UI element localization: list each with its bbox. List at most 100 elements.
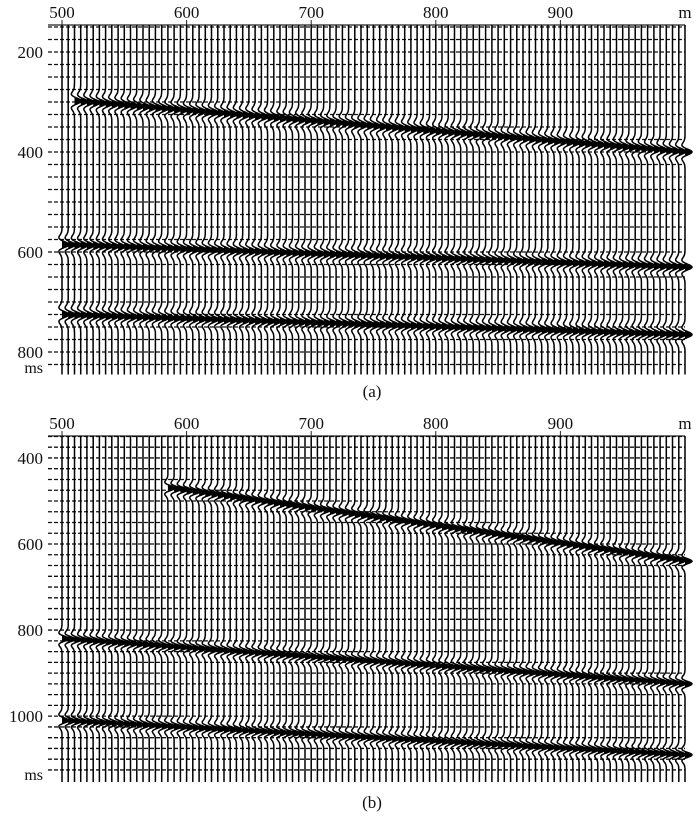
trace-wiggle <box>375 25 388 375</box>
trace-wiggle <box>419 25 432 375</box>
trace <box>164 436 176 782</box>
trace <box>662 25 675 375</box>
trace-wiggle <box>431 25 444 375</box>
trace-wiggle <box>500 25 513 375</box>
trace <box>419 25 432 375</box>
trace <box>232 25 245 375</box>
trace-wiggle <box>319 25 332 375</box>
trace <box>363 25 376 375</box>
caption-b: (b) <box>362 793 382 812</box>
trace-wiggle <box>58 436 70 782</box>
trace <box>157 25 170 375</box>
trace <box>562 25 575 375</box>
trace <box>662 436 675 782</box>
trace <box>182 436 195 782</box>
trace <box>213 25 226 375</box>
trace-wiggle <box>593 25 606 375</box>
trace-wiggle <box>64 25 77 375</box>
trace-wiggle <box>519 436 531 782</box>
trace-wiggle <box>164 25 176 375</box>
trace-wiggle <box>662 25 675 375</box>
trace-positive-fill <box>205 25 213 375</box>
trace-positive-fill <box>280 436 287 782</box>
trace <box>587 436 600 782</box>
trace-wiggle <box>469 25 482 375</box>
x-tick-label: 700 <box>298 414 324 433</box>
x-tick-label: 500 <box>49 414 75 433</box>
trace-wiggle <box>525 25 538 375</box>
trace <box>444 25 457 375</box>
y-tick-label: 200 <box>18 43 44 62</box>
trace <box>151 436 164 782</box>
trace-wiggle <box>357 436 369 782</box>
trace-wiggle <box>95 436 108 782</box>
trace-wiggle <box>544 25 556 375</box>
trace-positive-fill <box>292 436 300 782</box>
trace-positive-fill <box>566 436 574 782</box>
trace-positive-fill <box>186 25 194 375</box>
trace <box>313 436 326 782</box>
trace-wiggle <box>681 25 693 375</box>
trace <box>245 436 257 782</box>
trace-positive-fill <box>286 436 294 782</box>
trace-positive-fill <box>410 436 418 782</box>
trace-wiggle <box>587 436 600 782</box>
trace <box>257 25 270 375</box>
trace <box>450 436 463 782</box>
trace-wiggle <box>425 25 438 375</box>
trace <box>263 25 276 375</box>
trace <box>319 436 332 782</box>
trace-wiggle <box>438 436 450 782</box>
trace-wiggle <box>487 436 500 782</box>
trace <box>506 436 519 782</box>
trace <box>600 436 612 782</box>
trace-wiggle <box>668 25 681 375</box>
trace <box>568 25 581 375</box>
trace-wiggle <box>413 436 425 782</box>
trace <box>207 25 220 375</box>
trace-wiggle <box>537 436 550 782</box>
x-tick-label: 900 <box>548 414 574 433</box>
trace-wiggle <box>500 436 513 782</box>
trace-wiggle <box>282 25 295 375</box>
trace <box>681 25 693 375</box>
trace-wiggle <box>282 436 295 782</box>
trace-positive-fill <box>423 436 431 782</box>
trace-wiggle <box>350 25 363 375</box>
trace <box>101 436 114 782</box>
y-unit-label: ms <box>24 767 43 784</box>
trace-wiggle <box>382 25 394 375</box>
trace-wiggle <box>213 436 226 782</box>
trace-wiggle <box>581 436 594 782</box>
trace-wiggle <box>456 25 469 375</box>
trace-wiggle <box>531 25 544 375</box>
trace-wiggle <box>407 25 419 375</box>
trace <box>643 25 656 375</box>
trace <box>407 25 419 375</box>
trace <box>649 25 662 375</box>
x-unit-label: m <box>678 414 691 433</box>
trace-wiggle <box>643 436 656 782</box>
trace <box>95 436 108 782</box>
trace-wiggle <box>288 436 301 782</box>
trace <box>164 25 176 375</box>
trace-wiggle <box>382 436 394 782</box>
trace-wiggle <box>369 436 382 782</box>
trace <box>438 25 450 375</box>
trace-positive-fill <box>529 436 537 782</box>
trace <box>537 25 550 375</box>
trace <box>344 25 357 375</box>
trace-wiggle <box>444 436 457 782</box>
trace <box>618 436 631 782</box>
trace-wiggle <box>307 25 320 375</box>
trace-wiggle <box>157 25 170 375</box>
trace-wiggle <box>70 436 83 782</box>
trace-wiggle <box>674 25 687 375</box>
caption-a: (a) <box>363 382 382 401</box>
trace-wiggle <box>581 25 594 375</box>
trace-wiggle <box>674 436 687 782</box>
trace <box>319 25 332 375</box>
x-tick-label: 600 <box>174 3 200 22</box>
trace-wiggle <box>251 25 263 375</box>
